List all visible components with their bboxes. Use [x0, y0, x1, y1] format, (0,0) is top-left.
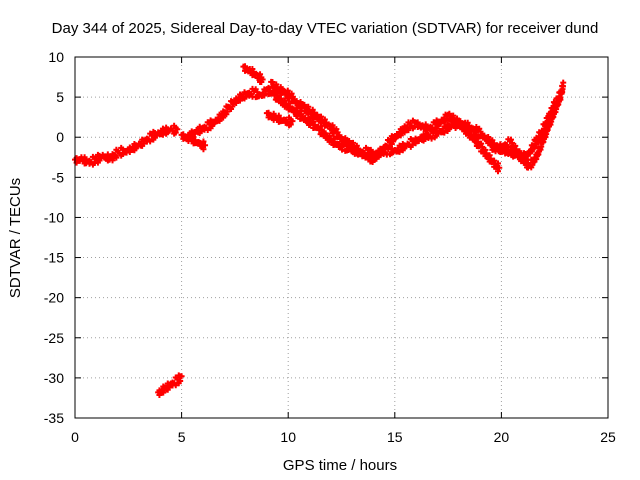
data-point-fill	[557, 96, 564, 103]
data-point-fill	[200, 146, 207, 153]
data-point-fill	[486, 152, 493, 159]
data-point-fill	[405, 127, 412, 134]
data-point-fill	[333, 126, 340, 133]
data-point-fill	[224, 108, 231, 115]
data-point-fill	[478, 140, 485, 147]
data-point-fill	[287, 121, 294, 128]
data-point-fill	[166, 384, 173, 391]
x-axis-title: GPS time / hours	[283, 457, 397, 474]
data-point-fill	[422, 136, 429, 143]
series-segment-3	[178, 131, 209, 153]
data-point-fill	[160, 389, 167, 396]
data-point-fill	[409, 141, 416, 148]
data-point-fill	[172, 129, 179, 136]
y-tick-label: -20	[44, 290, 64, 306]
data-point-fill	[396, 148, 403, 155]
y-tick-label: 5	[56, 89, 64, 105]
data-point	[174, 126, 181, 133]
grid-lines	[75, 57, 608, 418]
data-point-fill	[512, 142, 519, 149]
data-point-fill	[450, 112, 457, 119]
x-tick-label: 15	[387, 429, 403, 445]
data-points	[72, 63, 567, 398]
data-point-fill	[81, 154, 88, 161]
y-axis-title: SDTVAR / TECUs	[7, 178, 24, 298]
data-point-fill	[538, 143, 545, 150]
data-point-fill	[169, 127, 176, 134]
data-point-fill	[520, 153, 527, 160]
data-point-fill	[172, 382, 179, 389]
data-point-fill	[140, 140, 147, 147]
data-point	[560, 79, 567, 86]
data-point-fill	[159, 131, 166, 138]
data-point-fill	[147, 138, 154, 145]
plot-border	[74, 56, 609, 419]
data-point-fill	[257, 71, 264, 78]
x-tick-label: 10	[280, 429, 296, 445]
data-point-fill	[329, 122, 336, 129]
data-point-fill	[350, 139, 357, 146]
y-tick-label: 0	[56, 129, 64, 145]
y-tick-label: -5	[52, 169, 65, 185]
data-point	[178, 373, 185, 380]
data-point	[259, 76, 266, 83]
series-segment-6	[263, 109, 296, 129]
x-tick-label: 0	[71, 429, 79, 445]
y-tick-label: -30	[44, 370, 64, 386]
data-point-fill	[200, 138, 207, 145]
data-point	[289, 118, 296, 125]
series-segment-8	[487, 79, 567, 171]
data-point-fill	[473, 135, 480, 142]
data-point-fill	[485, 133, 492, 140]
data-point-fill	[273, 81, 280, 88]
data-point-fill	[284, 119, 291, 126]
data-point-fill	[373, 155, 380, 162]
data-point-fill	[288, 90, 295, 97]
data-point-fill	[198, 128, 205, 135]
y-tick-label: -35	[44, 410, 64, 426]
y-tick-label: -10	[44, 209, 64, 225]
data-point-fill	[491, 157, 498, 164]
y-axis-ticks: -35 -30 -25 -20 -15 -10 -5 0 5 10	[44, 49, 608, 426]
x-tick-label: 25	[600, 429, 616, 445]
data-point	[496, 164, 503, 171]
plot-frame	[74, 56, 609, 419]
data-point-fill	[309, 106, 316, 113]
data-point-fill	[153, 132, 160, 139]
data-point-fill	[494, 160, 501, 167]
data-point-fill	[305, 103, 312, 110]
data-point-fill	[516, 148, 523, 155]
data-point-fill	[243, 93, 250, 100]
data-point-fill	[494, 168, 501, 175]
data-point	[202, 142, 209, 149]
data-point-fill	[113, 154, 120, 161]
chart-title: Day 344 of 2025, Sidereal Day-to-day VTE…	[52, 20, 599, 37]
data-point-fill	[489, 137, 496, 144]
data-point-fill	[498, 146, 505, 153]
y-tick-label: 10	[48, 49, 64, 65]
series-segment-4	[240, 63, 266, 86]
x-axis-ticks: 0 5 10 15 20 25	[71, 57, 616, 445]
series-segment-9	[155, 372, 185, 398]
data-point-fill	[434, 130, 441, 137]
y-tick-label: -25	[44, 330, 64, 346]
data-point-fill	[466, 128, 473, 135]
data-point-fill	[463, 124, 470, 131]
data-point-fill	[428, 135, 435, 142]
series-segment-7	[368, 110, 503, 175]
data-point-fill	[482, 146, 489, 153]
data-point-fill	[507, 136, 514, 143]
x-tick-label: 20	[494, 429, 510, 445]
series-main-track	[72, 122, 181, 168]
data-point-fill	[177, 377, 184, 384]
data-point-fill	[441, 129, 448, 136]
y-tick-label: -15	[44, 250, 64, 266]
x-tick-label: 5	[178, 429, 186, 445]
